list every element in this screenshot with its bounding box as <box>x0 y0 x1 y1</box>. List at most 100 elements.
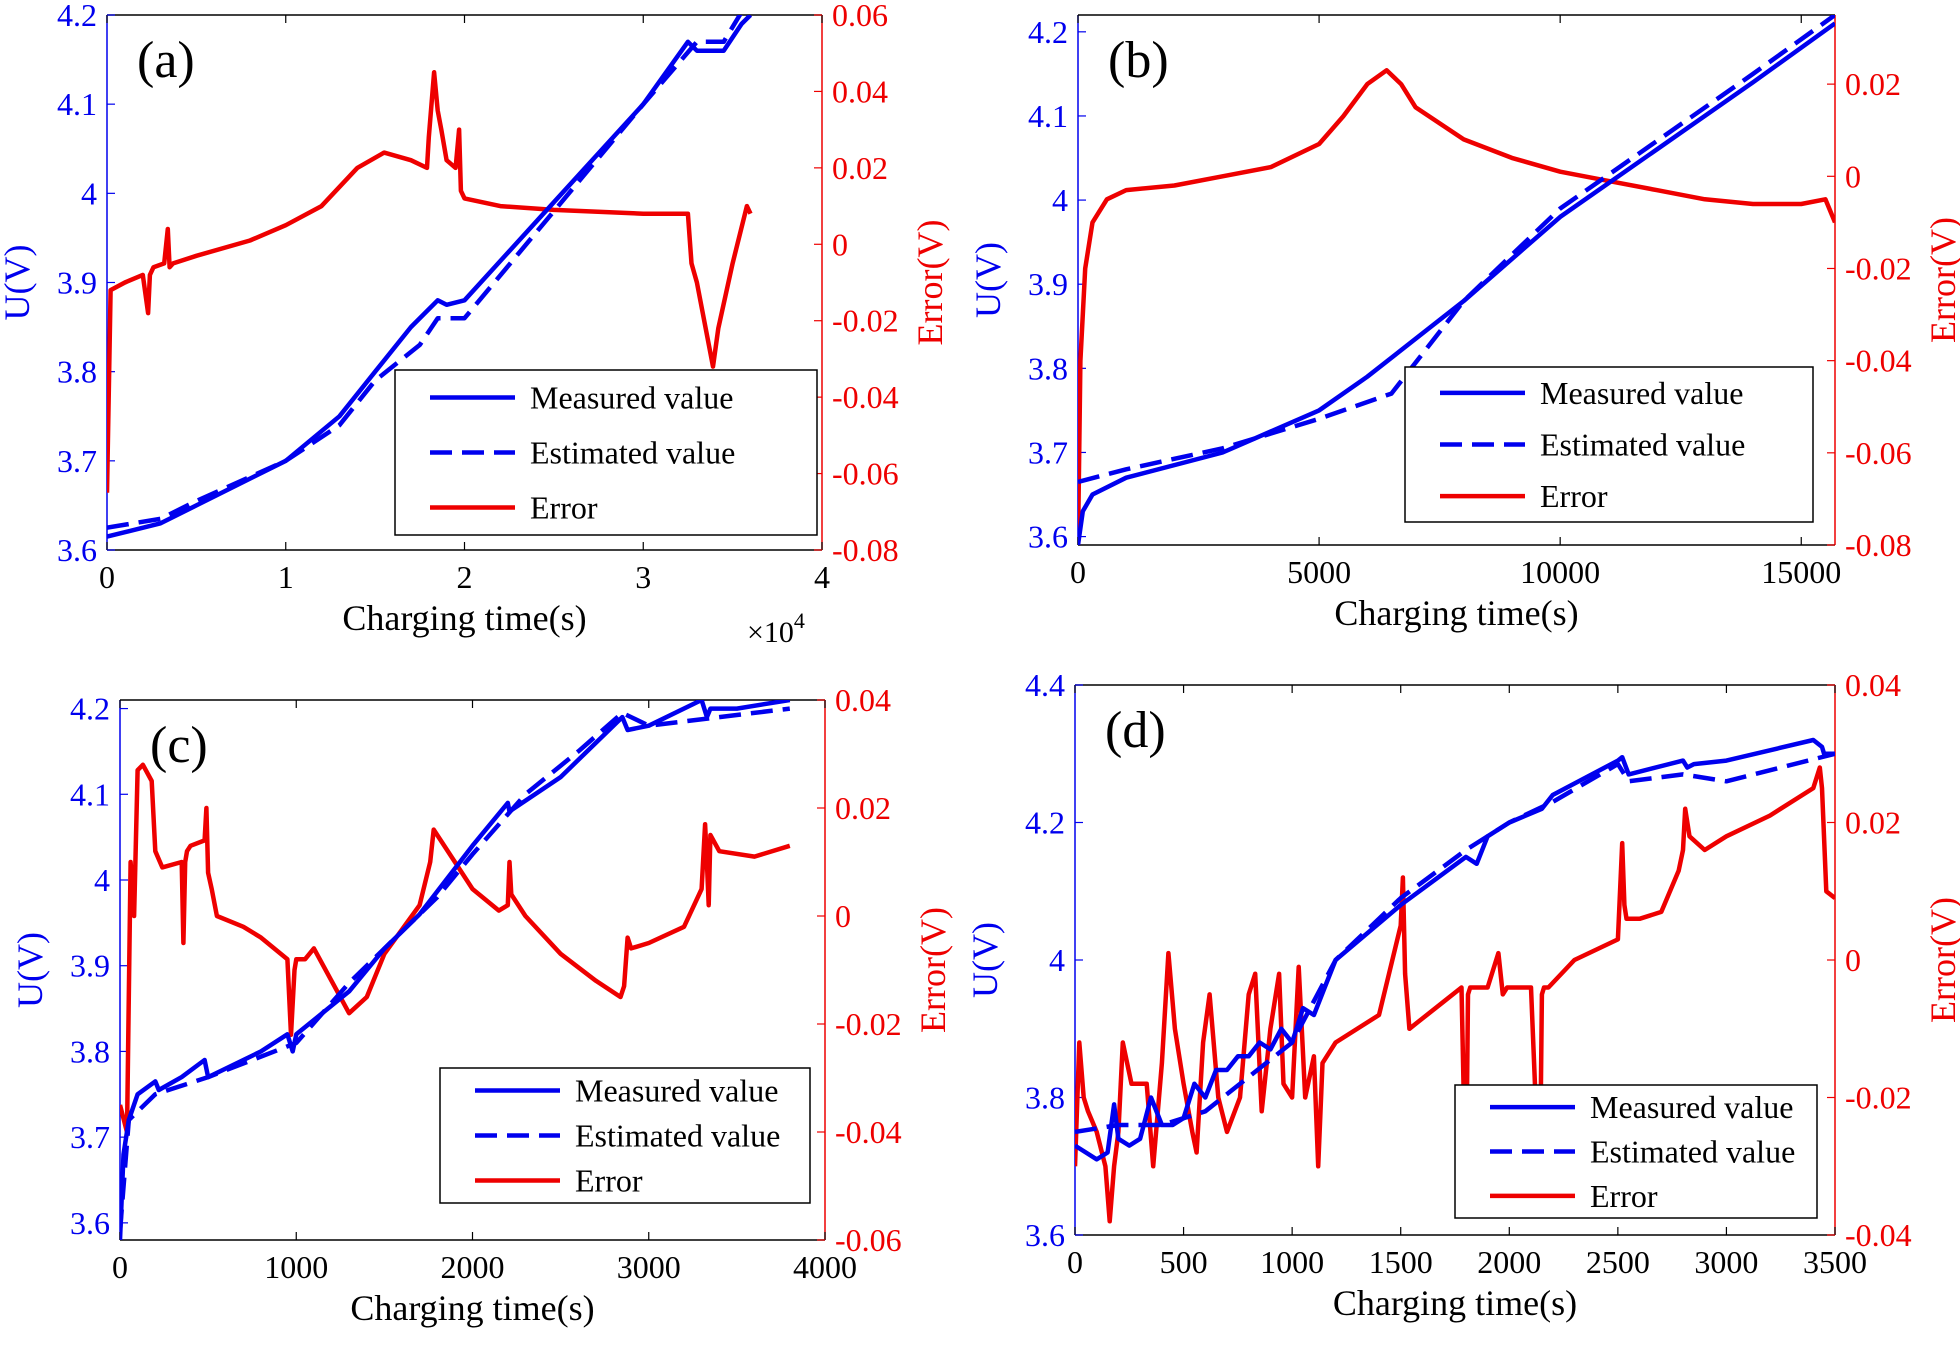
y-tick-label: 3.6 <box>70 1205 110 1241</box>
y2-tick-label: -0.04 <box>1845 1217 1912 1253</box>
legend-label: Estimated value <box>1590 1134 1795 1170</box>
x-tick-label: 3000 <box>617 1249 681 1285</box>
panel-label: (a) <box>137 32 195 89</box>
legend-label: Error <box>530 490 598 526</box>
y-tick-label: 4 <box>1049 942 1065 978</box>
y2-axis-label: Error(V) <box>1923 897 1960 1023</box>
y-tick-label: 4.2 <box>1028 14 1068 50</box>
chart-panel: 0 5000 10000 15000 3.6 3.7 3.8 3.9 4 4.1 4.2 -0.08 -… <box>968 14 1960 633</box>
y-tick-label: 4.1 <box>70 776 110 812</box>
y-tick-label: 4.2 <box>70 691 110 727</box>
series-line-error <box>107 70 753 493</box>
legend-label: Measured value <box>530 380 733 416</box>
y2-tick-label: -0.02 <box>832 303 899 339</box>
y-tick-label: 4.2 <box>1025 805 1065 841</box>
panel-label: (c) <box>150 717 208 774</box>
y2-tick-label: -0.02 <box>1845 1080 1912 1116</box>
y2-tick-label: 0 <box>1845 158 1861 194</box>
panel-label: (d) <box>1105 702 1166 759</box>
y-axis-label: U(V) <box>965 922 1005 998</box>
x-tick-label: 0 <box>112 1249 128 1285</box>
x-tick-label: 5000 <box>1287 554 1351 590</box>
series-line-error <box>1075 765 1835 1224</box>
y2-axis-label: Error(V) <box>913 907 953 1033</box>
x-axis-label: Charging time(s) <box>1334 593 1578 633</box>
legend: Measured value Estimated value Error <box>439 1067 811 1204</box>
y-axis-label: U(V) <box>10 932 50 1008</box>
y-tick-label: 3.8 <box>70 1033 110 1069</box>
y2-tick-label: -0.06 <box>835 1222 902 1258</box>
y2-tick-label: 0 <box>835 898 851 934</box>
y-tick-label: 4.4 <box>1025 667 1065 703</box>
series-line-measured-value <box>1078 21 1835 545</box>
y2-tick-label: 0.04 <box>1845 667 1901 703</box>
x-tick-label: 4000 <box>793 1249 857 1285</box>
x-tick-label: 2000 <box>441 1249 505 1285</box>
y-axis-label: U(V) <box>968 242 1008 318</box>
x-tick-label: 15000 <box>1761 554 1841 590</box>
y-tick-label: 3.7 <box>1028 434 1068 470</box>
legend-label: Measured value <box>1540 375 1743 411</box>
y2-tick-label: 0.04 <box>835 682 891 718</box>
y2-tick-label: -0.08 <box>832 532 899 568</box>
y-axis-label: U(V) <box>0 245 37 321</box>
y2-tick-label: 0.06 <box>832 0 888 33</box>
y2-tick-label: 0.02 <box>1845 805 1901 841</box>
y2-tick-label: 0 <box>832 226 848 262</box>
x-tick-label: 4 <box>814 559 830 595</box>
y-tick-label: 4 <box>1052 182 1068 218</box>
legend-label: Error <box>1590 1178 1658 1214</box>
y2-axis-label: Error(V) <box>1923 217 1960 343</box>
x-exponent-label: ×104 <box>747 608 805 649</box>
x-exponent-power: 4 <box>794 608 805 633</box>
y-tick-label: 3.8 <box>1028 350 1068 386</box>
panel-label: (b) <box>1108 32 1169 89</box>
x-tick-label: 0 <box>1070 554 1086 590</box>
chart-panel: 0 1000 2000 3000 4000 3.6 3.7 3.8 3.9 4 4.1 4.2 -0.0… <box>10 682 953 1328</box>
y2-tick-label: 0.02 <box>835 790 891 826</box>
y2-tick-label: 0.02 <box>832 150 888 186</box>
chart-panel: 0 1 2 3 4 3.6 3.7 3.8 3.9 4 4.1 4.2 -0.08 -0.06 -0.04 -… <box>0 0 950 649</box>
y2-tick-label: -0.02 <box>835 1006 902 1042</box>
x-tick-label: 2000 <box>1477 1244 1541 1280</box>
x-tick-label: 0 <box>99 559 115 595</box>
y-tick-label: 3.9 <box>1028 266 1068 302</box>
x-axis-label: Charging time(s) <box>350 1288 594 1328</box>
x-tick-label: 10000 <box>1520 554 1600 590</box>
series-line-estimated-value <box>1075 751 1835 1135</box>
series-line-estimated-value <box>107 15 743 530</box>
series-line-measured-value <box>120 700 791 1240</box>
y2-tick-label: -0.04 <box>835 1114 902 1150</box>
x-tick-label: 1000 <box>264 1249 328 1285</box>
y2-tick-label: -0.06 <box>832 456 899 492</box>
series-line-error <box>120 762 791 1135</box>
y-tick-label: 4 <box>81 175 97 211</box>
x-tick-label: 3 <box>635 559 651 595</box>
x-tick-label: 3500 <box>1803 1244 1867 1280</box>
series-group <box>1078 15 1835 545</box>
series-line-estimated-value <box>1078 15 1835 485</box>
legend: Measured value Estimated value Error <box>394 369 818 536</box>
x-exponent-base: ×10 <box>747 616 794 649</box>
y-tick-label: 3.8 <box>1025 1080 1065 1116</box>
series-line-error <box>1078 68 1835 545</box>
x-tick-label: 1000 <box>1260 1244 1324 1280</box>
y-tick-label: 3.6 <box>57 532 97 568</box>
legend-label: Error <box>1540 478 1608 514</box>
y-tick-label: 3.7 <box>57 443 97 479</box>
y-tick-label: 3.7 <box>70 1119 110 1155</box>
legend-label: Error <box>575 1163 643 1199</box>
x-tick-label: 2 <box>457 559 473 595</box>
y-tick-label: 4.1 <box>57 86 97 122</box>
legend-label: Measured value <box>1590 1089 1793 1125</box>
y-tick-label: 3.6 <box>1025 1217 1065 1253</box>
y-tick-label: 4 <box>94 862 110 898</box>
series-line-estimated-value <box>120 706 791 1232</box>
y2-tick-label: -0.06 <box>1845 435 1912 471</box>
series-group <box>1075 737 1835 1224</box>
legend-label: Measured value <box>575 1073 778 1109</box>
series-line-measured-value <box>1075 737 1835 1162</box>
y2-tick-label: -0.04 <box>1845 343 1912 379</box>
x-tick-label: 1500 <box>1369 1244 1433 1280</box>
